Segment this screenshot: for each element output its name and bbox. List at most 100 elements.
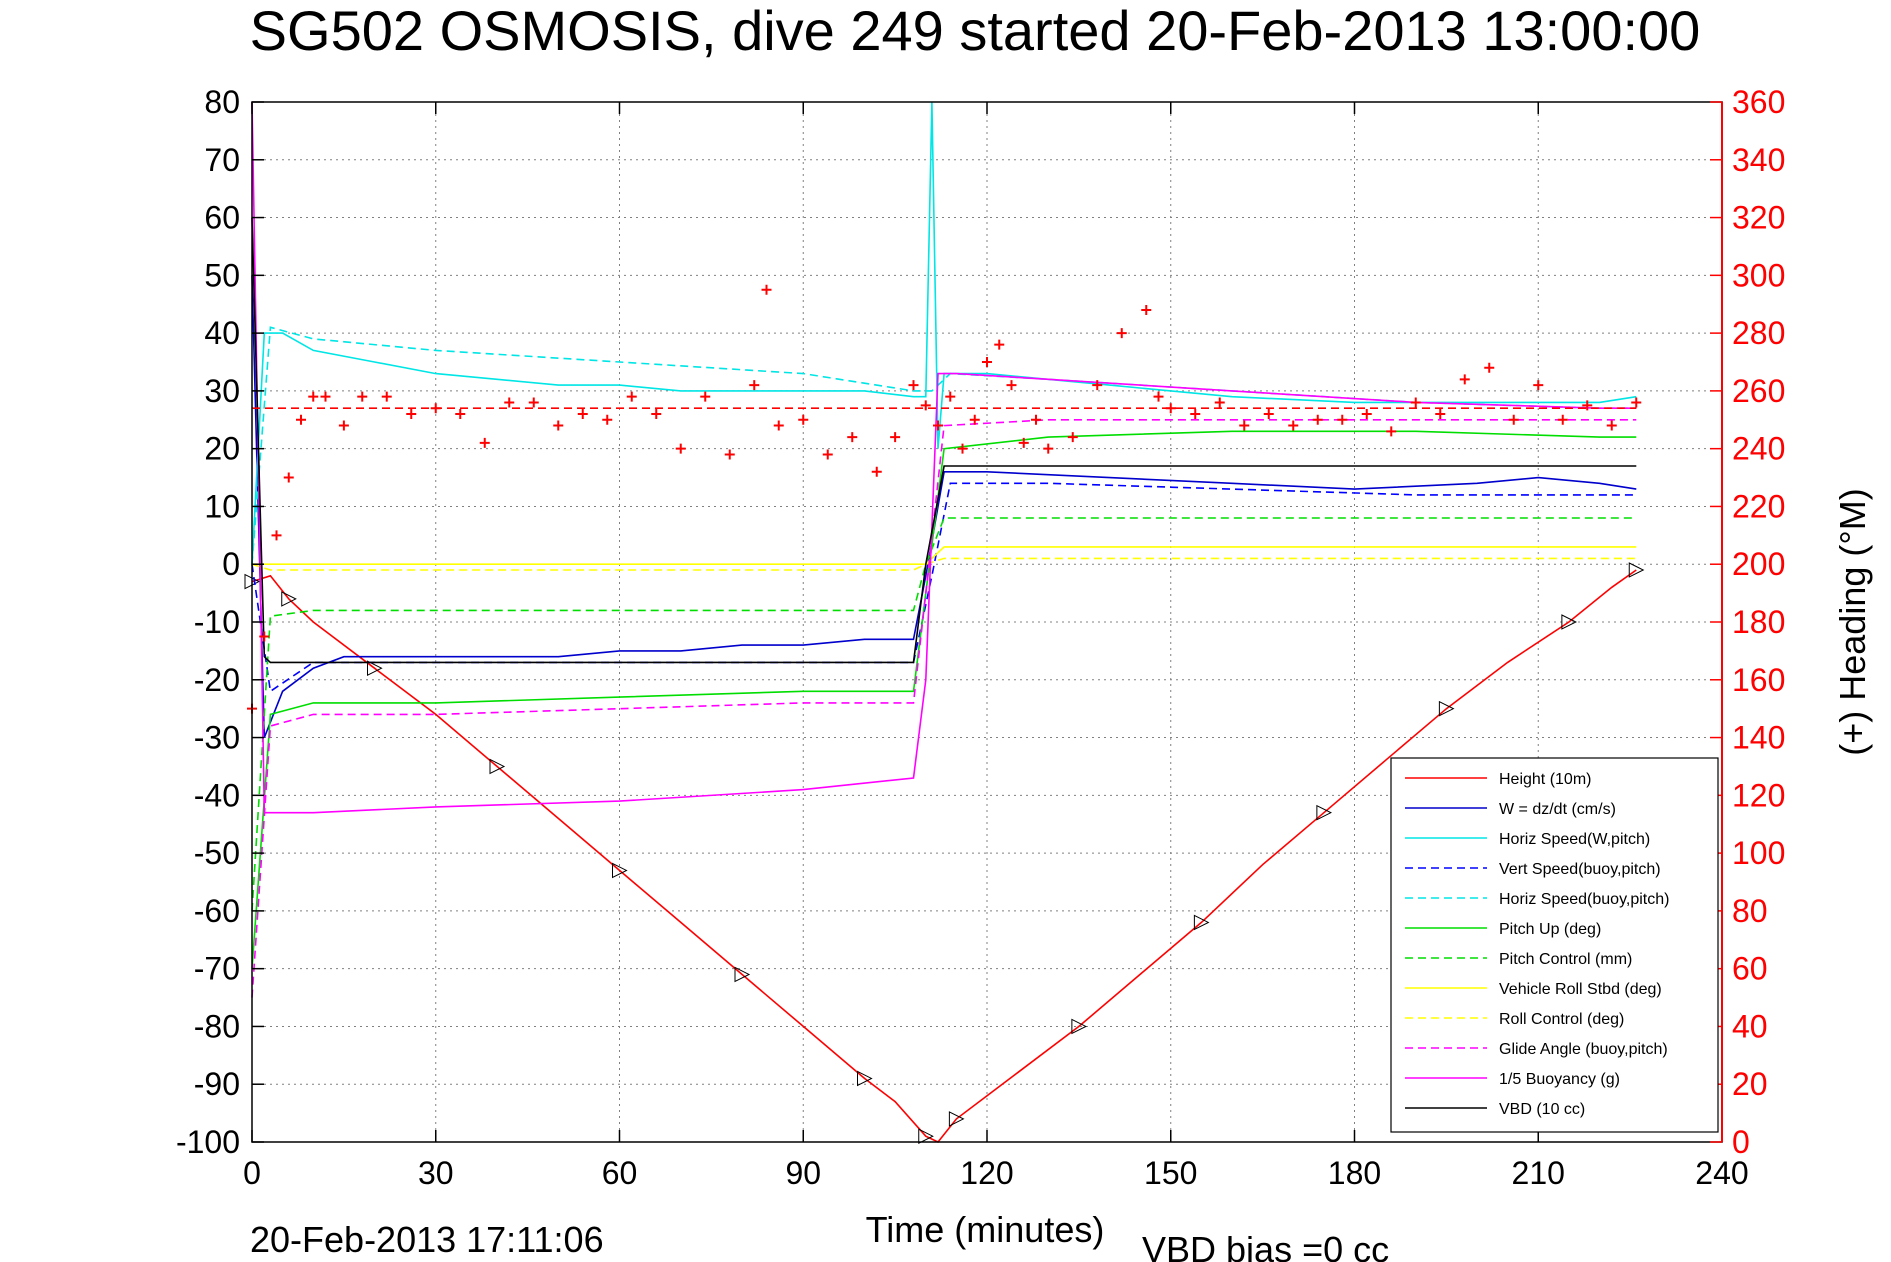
y-tick-label: -60 xyxy=(194,893,240,929)
heading-marker xyxy=(296,414,306,425)
legend-label: Height (10m) xyxy=(1499,771,1591,788)
heading-marker xyxy=(822,449,833,460)
height-marker xyxy=(1628,562,1645,578)
heading-marker xyxy=(1018,437,1029,448)
y-tick-label: -80 xyxy=(194,1008,240,1044)
height-marker xyxy=(1193,914,1210,931)
legend-label: Horiz Speed(W,pitch) xyxy=(1499,831,1650,848)
y2-tick-label: 100 xyxy=(1732,835,1785,871)
heading-marker xyxy=(626,391,637,402)
heading-marker xyxy=(982,357,992,367)
y2-tick-label: 240 xyxy=(1732,431,1785,467)
heading-marker xyxy=(847,432,858,443)
series-line-8 xyxy=(251,557,1637,571)
heading-marker xyxy=(945,391,956,402)
heading-marker xyxy=(1263,409,1274,419)
height-marker xyxy=(612,862,628,879)
x-axis-label: Time (minutes) xyxy=(866,1209,1105,1250)
y2-tick-label: 360 xyxy=(1732,84,1785,120)
y-tick-label: -10 xyxy=(194,604,240,640)
chart-title: SG502 OSMOSIS, dive 249 started 20-Feb-2… xyxy=(250,0,1701,62)
heading-marker xyxy=(749,380,760,391)
legend-label: Glide Angle (buoy,pitch) xyxy=(1499,1041,1668,1058)
y-tick-label: -100 xyxy=(176,1124,240,1160)
heading-marker xyxy=(773,420,784,431)
series-line-1 xyxy=(251,275,1637,738)
y-tick-label: 70 xyxy=(204,142,240,178)
height-marker xyxy=(1071,1018,1087,1035)
y2-tick-label: 340 xyxy=(1732,142,1785,178)
heading-marker xyxy=(1337,414,1348,425)
heading-marker xyxy=(320,391,331,402)
footer-timestamp: 20-Feb-2013 17:11:06 xyxy=(250,1219,604,1260)
y-tick-label: 20 xyxy=(204,431,240,467)
legend: Height (10m) W = dz/dt (cm/s) Horiz Speed(… xyxy=(1390,757,1719,1133)
legend-label: Pitch Up (deg) xyxy=(1499,921,1601,938)
heading-marker xyxy=(994,339,1005,350)
y2-tick-label: 300 xyxy=(1732,257,1785,293)
heading-marker xyxy=(908,380,919,391)
y2-tick-label: 220 xyxy=(1732,488,1785,524)
legend-label: Horiz Speed(buoy,pitch) xyxy=(1499,891,1669,908)
y-tick-label: 40 xyxy=(204,315,240,351)
y2-tick-label: 60 xyxy=(1732,951,1768,987)
y2-tick-label: 280 xyxy=(1732,315,1785,351)
height-marker xyxy=(489,758,506,775)
heading-marker xyxy=(1031,414,1041,425)
heading-marker xyxy=(406,409,417,419)
y2-tick-label: 260 xyxy=(1732,373,1785,409)
y-tick-label: 0 xyxy=(222,546,240,582)
x-tick-label: 30 xyxy=(418,1155,454,1191)
axis-ticks: 0 30 60 90 120 150 180 210 24080706050403020100-… xyxy=(176,84,1785,1191)
x-tick-label: 180 xyxy=(1328,1155,1381,1191)
heading-marker xyxy=(871,466,882,477)
legend-label: W = dz/dt (cm/s) xyxy=(1499,801,1616,818)
heading-marker xyxy=(1435,409,1446,419)
height-marker xyxy=(1561,614,1577,630)
legend-label: Roll Control (deg) xyxy=(1499,1011,1624,1028)
heading-marker xyxy=(1361,409,1372,419)
heading-marker xyxy=(1190,409,1201,419)
heading-marker xyxy=(675,443,686,454)
y-tick-label: -40 xyxy=(194,777,240,813)
heading-marker xyxy=(1165,403,1176,414)
heading-marker xyxy=(338,420,349,431)
y2-tick-label: 320 xyxy=(1732,200,1785,236)
heading-marker xyxy=(577,409,588,419)
heading-marker xyxy=(1557,414,1568,425)
heading-marker xyxy=(1312,414,1323,425)
heading-marker xyxy=(1533,380,1544,391)
heading-marker xyxy=(1153,391,1164,402)
heading-marker xyxy=(798,414,809,425)
heading-marker xyxy=(504,397,515,408)
legend-box xyxy=(1390,757,1719,1133)
y2-tick-label: 120 xyxy=(1732,777,1785,813)
heading-marker xyxy=(430,403,441,414)
heading-marker xyxy=(1116,328,1127,339)
y-tick-label: 30 xyxy=(204,373,240,409)
legend-label: VBD (10 cc) xyxy=(1499,1101,1585,1118)
y2-tick-label: 200 xyxy=(1732,546,1785,582)
series-line-7 xyxy=(252,546,1637,565)
series-line-2 xyxy=(251,101,1637,565)
y-tick-label: -30 xyxy=(194,720,240,756)
y-tick-label: 60 xyxy=(204,200,240,236)
height-marker xyxy=(281,591,297,607)
heading-marker xyxy=(1631,397,1642,408)
y-tick-label: 50 xyxy=(204,257,240,293)
series-line-11 xyxy=(251,217,1637,664)
x-tick-label: 60 xyxy=(602,1155,638,1191)
heading-marker xyxy=(890,432,901,443)
heading-marker xyxy=(528,397,539,408)
heading-marker xyxy=(957,443,968,454)
heading-marker xyxy=(553,420,564,431)
y2-tick-label: 140 xyxy=(1732,720,1785,756)
height-marker xyxy=(1316,804,1332,821)
y2-tick-label: 0 xyxy=(1732,1124,1750,1160)
heading-marker xyxy=(1067,432,1078,443)
legend-label: Pitch Control (mm) xyxy=(1499,951,1632,968)
height-marker xyxy=(857,1070,873,1087)
heading-marker xyxy=(357,391,368,402)
heading-marker xyxy=(479,437,490,448)
y-tick-label: -90 xyxy=(194,1066,240,1102)
